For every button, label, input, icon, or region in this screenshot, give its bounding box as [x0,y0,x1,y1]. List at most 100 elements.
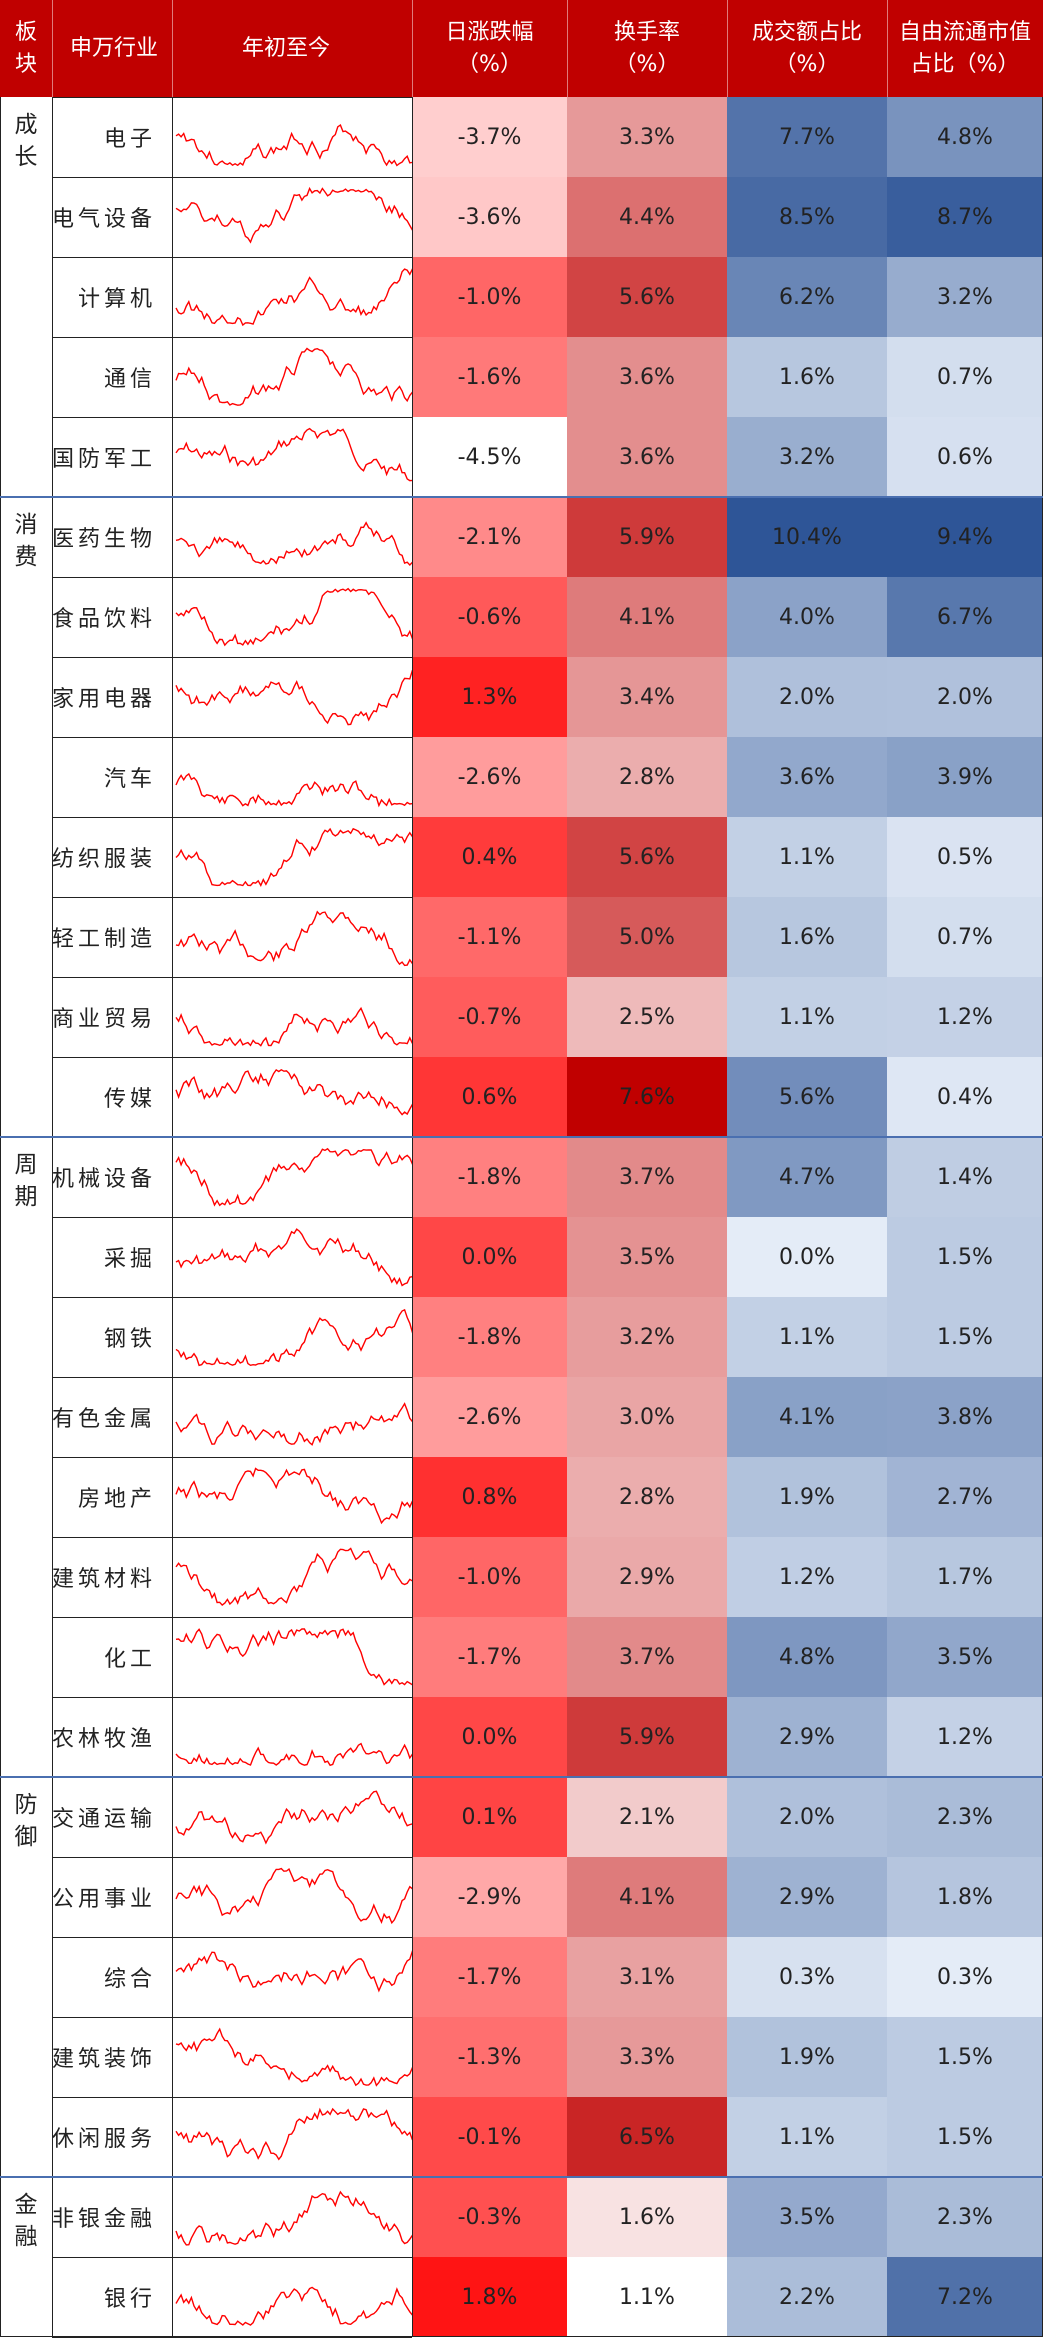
sparkline-path [175,1628,457,1686]
grid-line-horizontal [52,1217,412,1218]
sparkline-path [175,1068,457,1127]
daily-change-cell: 1.8% [412,2257,567,2337]
grid-line-horizontal [52,657,412,658]
float-cap-share-cell: 1.2% [887,977,1043,1057]
grid-line-horizontal [52,1617,412,1618]
volume-share-cell: 1.1% [727,817,887,897]
ytd-sparkline [175,1402,457,1446]
header-volume-share: 成交额占比 （%） [727,0,887,97]
ytd-sparkline [175,1867,457,1925]
ytd-sparkline [175,587,457,647]
float-cap-share-cell: 1.5% [887,2017,1043,2097]
grid-line-horizontal [52,417,412,418]
volume-share-cell: 1.1% [727,977,887,1057]
ytd-sparkline [175,669,457,726]
volume-share-cell: 10.4% [727,497,887,577]
turnover-cell: 3.7% [567,1617,727,1697]
grid-line-horizontal [52,1537,412,1538]
industry-name: 食品饮料 [52,607,157,632]
table-row: 房地产 0.8% 2.8% 1.9% 2.7% [52,1457,1043,1537]
daily-change-cell: -2.6% [412,1377,567,1457]
daily-change-cell: -1.0% [412,257,567,337]
ytd-sparkline [175,1628,457,1686]
industry-name: 钢铁 [103,1327,156,1352]
industry-name: 化工 [103,1647,156,1672]
daily-change-cell: -2.9% [412,1857,567,1937]
sparkline-path [175,669,457,726]
sector-label-char: 费 [14,544,38,570]
turnover-cell: 3.2% [567,1297,727,1377]
sparkline-path [175,268,457,327]
volume-share-cell: 7.7% [727,97,887,177]
sparkline-path [175,771,457,808]
float-cap-share-cell: 7.2% [887,2257,1043,2337]
table-row: 传媒 0.6% 7.6% 5.6% 0.4% [52,1057,1043,1137]
turnover-cell: 3.3% [567,97,727,177]
float-cap-share-cell: 0.3% [887,1937,1043,2017]
turnover-cell: 5.9% [567,497,727,577]
header-volume-share-line2: （%） [774,51,840,77]
sector-label: 金融 [0,2177,52,2337]
turnover-cell: 2.5% [567,977,727,1057]
volume-share-cell: 3.6% [727,737,887,817]
header-divider [727,0,728,97]
header-sector-line2: 块 [14,51,37,77]
grid-line-horizontal [52,1937,412,1938]
ytd-sparkline [175,186,457,246]
sparkline-path [175,1003,457,1047]
ytd-sparkline [175,347,457,407]
table-row: 农林牧渔 0.0% 5.9% 2.9% 1.2% [52,1697,1043,1777]
grid-line-horizontal [0,2336,1043,2337]
table-row: 汽车 -2.6% 2.8% 3.6% 3.9% [52,737,1043,817]
sector-label: 周期 [0,1137,52,1777]
float-cap-share-cell: 1.8% [887,1857,1043,1937]
ytd-sparkline [175,910,457,967]
turnover-cell: 3.6% [567,337,727,417]
industry-name: 房地产 [77,1487,156,1512]
daily-change-cell: -1.7% [412,1937,567,2017]
float-cap-share-cell: 0.5% [887,817,1043,897]
industry-name: 电子 [103,127,156,152]
turnover-cell: 2.1% [567,1777,727,1857]
turnover-cell: 7.6% [567,1057,727,1137]
header-daily-change-line1: 日涨跌幅 [445,19,534,45]
industry-name: 有色金属 [52,1407,157,1432]
table-row: 食品饮料 -0.6% 4.1% 4.0% 6.7% [52,577,1043,657]
volume-share-cell: 1.1% [727,1297,887,1377]
header-ytd-label: 年初至今 [242,35,331,61]
header-divider [412,0,413,97]
grid-line-horizontal [52,97,412,98]
daily-change-cell: 1.3% [412,657,567,737]
daily-change-cell: -3.6% [412,177,567,257]
sparkline-path [175,1790,457,1845]
volume-share-cell: 2.0% [727,1777,887,1857]
ytd-sparkline [175,1547,457,1607]
header-divider [52,0,53,97]
volume-share-cell: 1.9% [727,2017,887,2097]
float-cap-share-cell: 1.2% [887,1697,1043,1777]
sparkline-path [175,587,457,647]
grid-line-horizontal [52,2337,412,2338]
header-divider [887,0,888,97]
float-cap-share-cell: 2.3% [887,1777,1043,1857]
turnover-cell: 5.6% [567,257,727,337]
table-row: 化工 -1.7% 3.7% 4.8% 3.5% [52,1617,1043,1697]
float-cap-share-cell: 3.5% [887,1617,1043,1697]
ytd-sparkline [175,2190,457,2247]
float-cap-share-cell: 3.2% [887,257,1043,337]
sparkline-path [175,347,457,407]
turnover-cell: 5.6% [567,817,727,897]
sparkline-path [175,2190,457,2247]
float-cap-share-cell: 8.7% [887,177,1043,257]
ytd-sparkline [175,1948,457,1993]
industry-name: 国防军工 [52,447,157,472]
industry-name: 传媒 [103,1087,156,1112]
float-cap-share-cell: 1.4% [887,1137,1043,1217]
table-row: 通信 -1.6% 3.6% 1.6% 0.7% [52,337,1043,417]
volume-share-cell: 4.1% [727,1377,887,1457]
table-row: 银行 1.8% 1.1% 2.2% 7.2% [52,2257,1043,2337]
sparkline-path [175,827,457,887]
industry-name: 休闲服务 [52,2127,157,2152]
float-cap-share-cell: 4.8% [887,97,1043,177]
